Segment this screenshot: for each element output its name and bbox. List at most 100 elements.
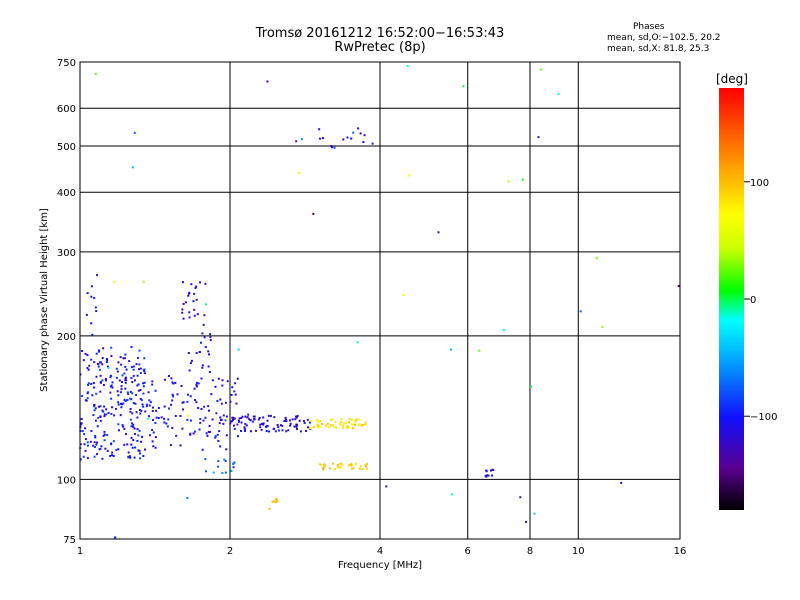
data-point [181,401,184,404]
data-point [281,424,284,427]
data-point [181,408,184,411]
data-point [129,408,132,411]
data-point [219,419,222,422]
data-point [408,174,411,177]
y-axis-label: Stationary phase Virtual Height [km] [39,208,50,392]
data-point [171,427,174,430]
data-point [92,382,95,385]
data-point [363,134,366,137]
data-point [284,416,287,419]
data-point [142,369,145,372]
data-point [273,416,276,419]
data-point [295,427,298,430]
data-point [199,417,202,420]
data-point [133,456,136,459]
data-point [130,376,133,379]
data-point [226,380,229,383]
data-point [143,372,146,375]
data-point [167,407,170,410]
data-point [262,416,265,419]
data-point [126,391,129,394]
colorbar-tick-label: 0 [750,295,756,306]
data-point [165,422,168,425]
data-point [293,425,296,428]
data-point [223,458,226,461]
data-point [106,449,109,452]
data-point [99,361,102,364]
colorbar-tick-label: 100 [750,178,769,189]
data-point [349,418,352,421]
data-point [195,352,198,355]
data-point [230,393,233,396]
x-axis-label: Frequency [MHz] [338,560,422,571]
data-point [309,427,312,430]
data-point [107,411,110,414]
data-point [117,394,120,397]
data-point [533,512,536,515]
data-point [181,311,184,314]
data-point [121,374,124,377]
data-point [356,341,359,344]
colorbar-tick-label: −100 [750,412,777,423]
data-point [529,385,532,388]
data-point [93,386,96,389]
data-point [102,383,105,386]
data-point [163,417,166,420]
data-point [214,436,217,439]
data-point [300,138,303,141]
data-point [155,409,158,412]
data-point [140,399,143,402]
data-point [217,460,220,463]
data-point [109,454,112,457]
data-point [151,440,154,443]
data-point [160,416,163,419]
data-point [201,366,204,369]
data-point [124,387,127,390]
data-point [83,443,86,446]
data-point [94,407,97,410]
data-point [318,420,321,423]
data-point [205,303,208,306]
data-point [86,292,89,295]
data-point [130,422,133,425]
data-point [99,374,102,377]
data-point [342,427,345,430]
data-point [233,427,236,430]
data-point [195,383,198,386]
data-point [336,464,339,467]
data-point [358,423,361,426]
data-point [82,359,85,362]
data-point [266,419,269,422]
data-point [194,430,197,433]
data-point [537,136,540,139]
data-point [347,464,350,467]
data-point [101,363,104,366]
data-point [450,493,453,496]
data-point [130,425,133,428]
data-point [80,418,83,421]
data-point [316,418,319,421]
data-point [232,462,235,465]
data-point [137,389,140,392]
data-point [104,379,107,382]
data-point [126,398,129,401]
data-point [124,379,127,382]
data-point [492,469,495,472]
data-point [277,425,280,428]
data-point [116,390,119,393]
data-point [211,379,214,382]
data-point [189,395,192,398]
data-point [357,418,360,421]
data-point [349,462,352,465]
data-point [114,407,117,410]
data-point [167,418,170,421]
data-point [157,407,160,410]
data-point [163,378,166,381]
data-point [298,171,301,174]
data-point [93,409,96,412]
data-point [139,367,142,370]
data-point [204,458,207,461]
data-point [342,138,345,141]
data-point [85,313,88,316]
data-point [291,418,294,421]
